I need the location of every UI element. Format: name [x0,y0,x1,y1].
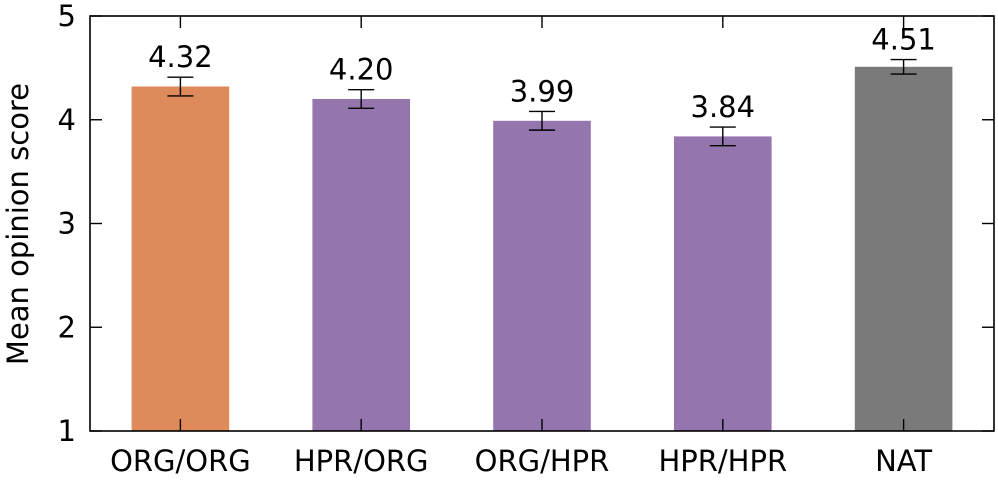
plot-frame [89,15,995,432]
bars-layer [131,66,953,432]
y-axis-title: Mean opinion score [1,83,35,365]
bar-1 [312,99,410,431]
bar-3 [674,136,772,431]
x-tick-label-0: ORG/ORG [110,444,251,478]
value-label-2: 3.99 [510,74,575,108]
y-tick-label-1: 2 [58,310,76,344]
value-label-0: 4.32 [148,40,213,74]
value-label-4: 4.51 [871,23,936,57]
value-label-1: 4.20 [329,53,394,87]
bar-0 [131,86,230,431]
y-tick-label-4: 5 [58,0,76,33]
x-tick-label-4: NAT [875,444,932,478]
bar-4 [854,66,953,432]
x-tick-label-3: HPR/HPR [658,444,787,478]
error-bars-layer [167,58,917,147]
x-tick-label-2: ORG/HPR [475,444,610,478]
y-tick-label-2: 3 [58,207,76,241]
y-tick-label-0: 1 [58,414,76,448]
y-tick-label-3: 4 [58,103,76,137]
value-label-3: 3.84 [691,90,756,124]
x-tick-label-1: HPR/ORG [294,444,429,478]
labels-layer: 4.32 ORG/ORG 4.20 HPR/ORG 3.99 ORG/HPR 3.84 HPR… [58,0,936,478]
bar-2 [493,120,591,432]
